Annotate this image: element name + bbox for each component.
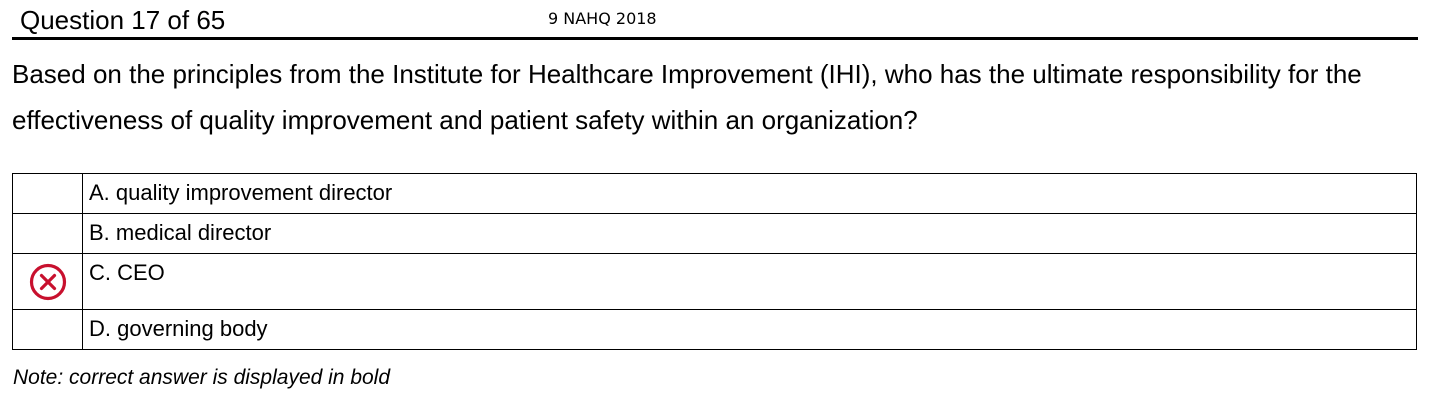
question-header: Question 17 of 65 9 NAHQ 2018 (12, 0, 1418, 40)
answer-row-a: A. quality improvement director (12, 173, 1417, 214)
answer-mark-cell (12, 253, 83, 310)
answer-mark-cell (12, 213, 83, 254)
answer-row-c: C. CEO (12, 253, 1417, 310)
answer-text: B. medical director (82, 213, 1417, 254)
answer-row-b: B. medical director (12, 213, 1417, 254)
answer-text: A. quality improvement director (82, 173, 1417, 214)
answer-row-d: D. governing body (12, 309, 1417, 350)
question-source: 9 NAHQ 2018 (548, 9, 657, 28)
answer-text: C. CEO (82, 253, 1417, 310)
question-number: Question 17 of 65 (20, 5, 226, 35)
incorrect-x-icon (28, 262, 68, 302)
question-text: Based on the principles from the Institu… (12, 59, 1362, 135)
answer-mark-cell (12, 309, 83, 350)
answer-note: Note: correct answer is displayed in bol… (13, 366, 391, 389)
answer-text: D. governing body (82, 309, 1417, 350)
answer-mark-cell (12, 173, 83, 214)
answer-table: A. quality improvement director B. medic… (12, 173, 1417, 350)
